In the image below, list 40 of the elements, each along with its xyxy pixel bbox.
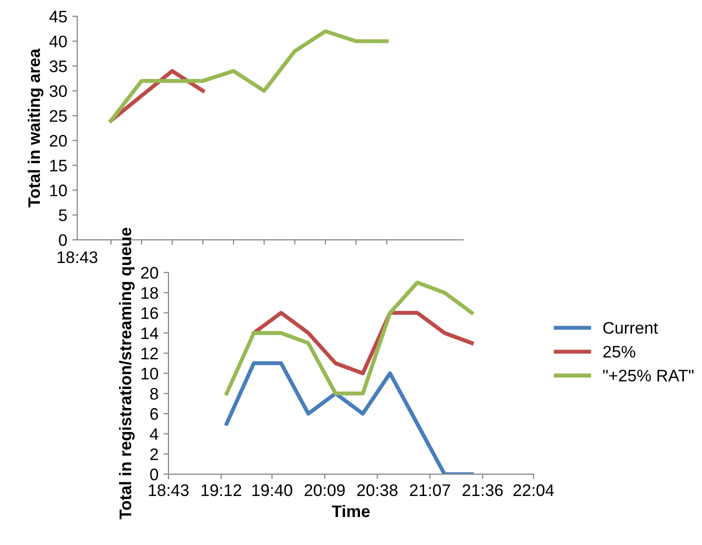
line-series xyxy=(224,280,474,396)
x-tick-label: 19:40 xyxy=(252,484,292,496)
text: 18:43 xyxy=(58,251,98,264)
y-tick-label: 20 xyxy=(141,266,158,279)
y-tick-label: 15 xyxy=(50,160,67,172)
legend-label: Current xyxy=(603,322,658,334)
y-tick-label: 35 xyxy=(50,60,67,72)
x-tick-label: 18:43 xyxy=(148,484,189,496)
x-tick-label: 21:07 xyxy=(410,484,450,496)
y-tick-label: 0 xyxy=(58,234,67,246)
y-tick-label: 0 xyxy=(150,468,158,480)
x-tick-label: 21:36 xyxy=(462,484,503,496)
y-tick-label: 5 xyxy=(58,210,67,222)
y-axis-title: Total in waiting area xyxy=(28,48,44,208)
x-tick-label: 20:38 xyxy=(357,484,398,496)
y-tick-label: 4 xyxy=(150,428,158,440)
y-tick-label: 8 xyxy=(150,388,158,400)
y-tick-label: 10 xyxy=(50,184,67,196)
x-tick-label: 22:04 xyxy=(514,484,554,496)
y-tick-label: 2 xyxy=(150,448,158,460)
y-tick-label: 16 xyxy=(141,307,158,320)
line-series xyxy=(252,310,474,376)
legend-label: 25% xyxy=(603,346,636,358)
y-tick-label: 10 xyxy=(141,368,158,380)
line-series xyxy=(108,29,389,123)
y-tick-label: 18 xyxy=(141,287,158,299)
y-tick-label: 20 xyxy=(50,134,67,147)
y-axis-title: Total in registration/streaming queue xyxy=(119,228,135,520)
y-tick-label: 45 xyxy=(49,10,67,23)
line-series xyxy=(224,361,474,474)
y-tick-label: 25 xyxy=(50,110,67,122)
legend-label: "+25% RAT" xyxy=(603,370,694,382)
x-axis-title: Time xyxy=(332,504,370,518)
y-tick-label: 12 xyxy=(141,348,158,360)
y-tick-label: 40 xyxy=(49,36,67,48)
x-tick-label: 19:12 xyxy=(202,484,242,496)
y-tick-label: 6 xyxy=(150,408,158,420)
y-tick-label: 14 xyxy=(141,328,158,340)
x-tick-label: 20:09 xyxy=(304,484,345,496)
y-tick-label: 30 xyxy=(50,85,67,98)
